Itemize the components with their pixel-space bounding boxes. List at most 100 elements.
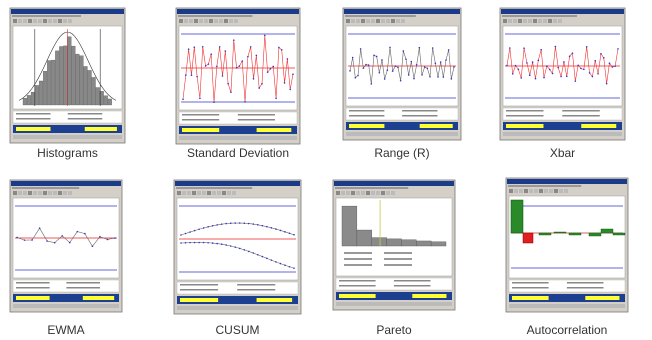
point <box>560 76 562 78</box>
point <box>373 55 375 57</box>
point <box>275 98 277 100</box>
toolbar-button <box>33 191 37 195</box>
toolbar-button <box>371 191 375 195</box>
stats-text <box>567 287 604 289</box>
point <box>546 65 548 67</box>
toolbar-button <box>38 191 42 195</box>
point <box>518 69 520 71</box>
point <box>368 64 370 66</box>
point <box>271 259 273 261</box>
toolbar-button <box>33 19 37 23</box>
point <box>267 71 269 73</box>
stats-text <box>567 282 604 284</box>
histogram-bar <box>31 92 35 105</box>
toolbar-button <box>232 191 236 195</box>
point <box>355 77 357 79</box>
status-field <box>420 124 453 128</box>
point <box>437 76 439 78</box>
point <box>258 87 260 89</box>
point <box>261 83 263 85</box>
toolbar-button <box>68 191 72 195</box>
toolbar-button <box>356 19 360 23</box>
point <box>182 98 184 100</box>
stats-text <box>16 113 51 115</box>
point <box>107 239 109 241</box>
status-field <box>339 294 376 298</box>
menu-bar <box>345 15 416 17</box>
thumbnail <box>176 8 300 144</box>
legend-text <box>344 252 372 254</box>
toolbar-button <box>68 19 72 23</box>
toolbar-button <box>361 19 365 23</box>
status-field <box>585 296 619 300</box>
point <box>284 264 286 266</box>
toolbar-button <box>53 19 57 23</box>
histogram-bar <box>23 98 27 105</box>
toolbar-button <box>553 19 557 23</box>
menu-bar <box>12 15 81 17</box>
histogram-bar <box>76 54 80 105</box>
point <box>257 254 259 256</box>
caption: CUSUM <box>216 323 260 337</box>
toolbar-button <box>386 19 390 23</box>
toolbar-button <box>38 19 42 23</box>
point <box>284 231 286 233</box>
point <box>569 56 571 58</box>
point <box>523 47 525 49</box>
histogram-bar <box>72 46 76 105</box>
stats-text <box>512 282 549 284</box>
point <box>198 242 200 244</box>
point <box>557 67 559 69</box>
point <box>413 78 415 80</box>
point <box>289 266 291 268</box>
point <box>244 101 246 103</box>
toolbar-button <box>63 191 67 195</box>
toolbar-button <box>528 19 532 23</box>
point <box>349 70 351 72</box>
point <box>203 227 205 229</box>
point <box>421 74 423 76</box>
point <box>189 231 191 233</box>
point <box>532 61 534 63</box>
point <box>234 222 236 224</box>
stats-text <box>182 114 219 116</box>
toolbar-button <box>518 19 522 23</box>
toolbar-button <box>18 191 22 195</box>
scroll-bar <box>336 302 452 306</box>
point <box>266 226 268 228</box>
point <box>379 72 381 74</box>
toolbar-button <box>224 19 228 23</box>
pareto-bar <box>387 239 402 246</box>
point <box>419 47 421 49</box>
toolbar-button <box>204 19 208 23</box>
point <box>592 76 594 78</box>
pareto-bar <box>401 240 416 246</box>
point <box>549 69 551 71</box>
caption: Histograms <box>37 146 98 160</box>
pareto-bar <box>372 238 387 246</box>
point <box>448 49 450 51</box>
toolbar-button <box>194 19 198 23</box>
stats-text <box>512 287 549 289</box>
thumbnail <box>10 180 122 312</box>
point <box>617 48 619 50</box>
stats-text <box>16 118 51 120</box>
toolbar-button <box>207 191 211 195</box>
acf-bar <box>601 229 613 233</box>
toolbar-button <box>43 19 47 23</box>
histogram-bar <box>43 71 47 105</box>
point <box>225 244 227 246</box>
point <box>400 80 402 82</box>
point <box>563 61 565 63</box>
toolbar-button <box>559 189 563 193</box>
stats-text <box>562 110 600 112</box>
menu-bar <box>335 187 408 189</box>
stats-text <box>402 115 437 117</box>
toolbar-button <box>509 189 513 193</box>
legend-text <box>384 264 412 266</box>
point <box>435 62 437 64</box>
point <box>405 58 407 60</box>
histogram-bar <box>108 99 112 105</box>
toolbar-button <box>366 191 370 195</box>
toolbar-button <box>523 19 527 23</box>
